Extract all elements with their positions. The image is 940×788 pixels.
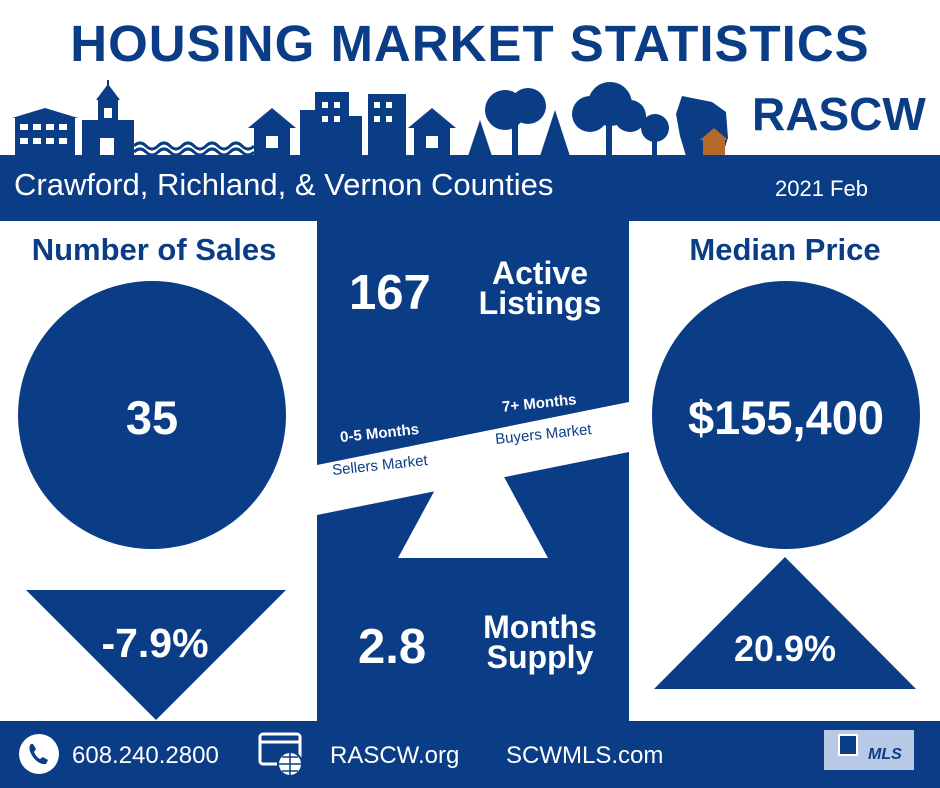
months-supply-value: 2.8	[358, 620, 427, 674]
skyline-illustration: RASCW	[12, 80, 926, 157]
sales-change: -7.9%	[101, 620, 209, 666]
sales-heading: Number of Sales	[31, 232, 277, 267]
price-heading: Median Price	[689, 232, 881, 267]
phone-icon	[19, 734, 59, 774]
footer	[0, 721, 940, 788]
realtor-r-icon	[838, 734, 858, 756]
sales-down-triangle	[26, 590, 286, 720]
price-value: $155,400	[687, 391, 885, 444]
active-listings-label: Active Listings	[478, 255, 602, 321]
region-band	[0, 155, 940, 221]
brand-logo: RASCW	[752, 88, 926, 140]
website-link-scwmls[interactable]: SCWMLS.com	[506, 742, 664, 769]
page-title: HOUSING MARKET STATISTICS	[70, 15, 870, 72]
price-change: 20.9%	[733, 628, 837, 669]
mls-badge-text: MLS	[868, 746, 902, 763]
realtor-mls-logo: MLS	[824, 730, 914, 770]
sales-circle	[18, 281, 286, 549]
price-circle	[652, 281, 920, 549]
phone-number[interactable]: 608.240.2800	[72, 742, 219, 769]
price-up-triangle	[654, 557, 916, 689]
active-listings-value: 167	[349, 266, 431, 320]
market-scale	[317, 402, 629, 558]
web-icon	[258, 732, 303, 777]
period-label: 2021 Feb	[775, 176, 868, 201]
website-link-rascw[interactable]: RASCW.org	[330, 742, 460, 769]
sales-value: 35	[125, 391, 179, 444]
region-label: Crawford, Richland, & Vernon Counties	[14, 167, 554, 202]
months-supply-label: Months Supply	[483, 609, 597, 675]
